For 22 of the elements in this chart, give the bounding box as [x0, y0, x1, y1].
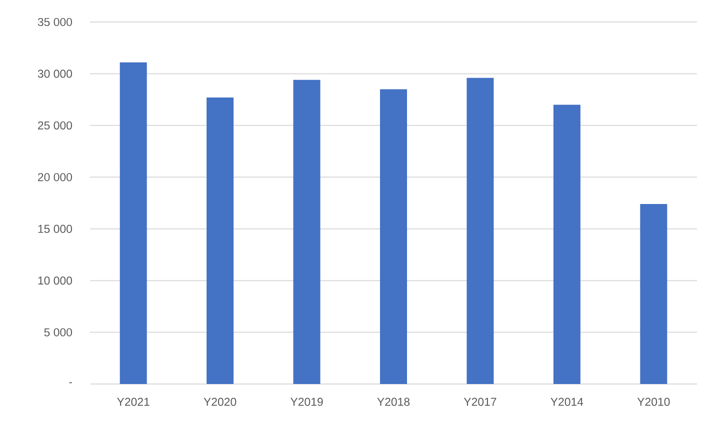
- y-tick-label: 35 000: [38, 18, 72, 26]
- x-tick-label: Y2018: [377, 398, 410, 406]
- bar: [640, 204, 668, 384]
- x-tick-label: Y2020: [204, 398, 236, 406]
- bar: [380, 89, 408, 384]
- x-tick-label: Y2010: [637, 398, 670, 406]
- y-tick-label: 5 000: [44, 328, 72, 336]
- bar: [293, 80, 320, 384]
- x-tick-label: Y2019: [290, 398, 323, 406]
- bar: [553, 104, 580, 384]
- bar: [466, 78, 494, 384]
- y-tick-label: 10 000: [38, 276, 72, 285]
- y-tick-label: 25 000: [38, 121, 72, 130]
- y-tick-label: 15 000: [38, 224, 72, 233]
- y-tick-label: 20 000: [38, 173, 72, 182]
- y-tick-label: -: [69, 382, 72, 384]
- x-tick-label: Y2021: [117, 398, 150, 406]
- bar: [120, 62, 147, 384]
- y-tick-label: 30 000: [38, 70, 72, 78]
- x-tick-label: Y2017: [464, 398, 496, 406]
- bar: [206, 98, 234, 384]
- x-tick-label: Y2014: [550, 398, 584, 406]
